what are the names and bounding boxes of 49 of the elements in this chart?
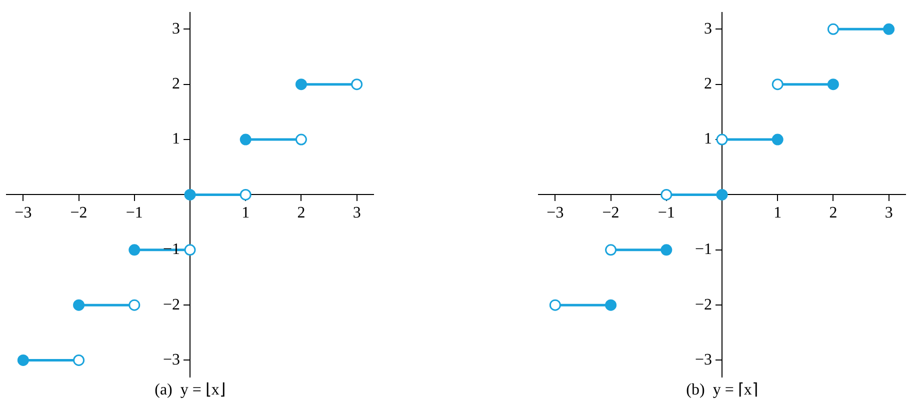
point [128, 299, 140, 311]
x-tick-label: −3 [546, 204, 564, 222]
point [73, 299, 85, 311]
point [660, 188, 672, 200]
x-tick-label: 1 [242, 204, 250, 222]
y-tick-label: −2 [162, 296, 180, 314]
point [660, 244, 672, 256]
x-tick-label: 2 [829, 204, 838, 222]
point [605, 299, 617, 311]
y-tick-label: 1 [704, 130, 712, 148]
point [184, 244, 196, 256]
point [351, 78, 363, 90]
point [73, 354, 85, 366]
text: (a) y = ⌊x⌋ [154, 382, 226, 399]
y-tick-label: −2 [694, 296, 712, 314]
x-tick-label: −2 [70, 204, 88, 222]
x-tick-label: −1 [658, 204, 675, 222]
x-tick-label: −2 [602, 204, 620, 222]
text: (b) y = ⌈x⌉ [686, 382, 758, 399]
y-tick-label: 3 [704, 20, 712, 38]
point [128, 244, 140, 256]
y-tick-label: 3 [172, 20, 180, 38]
point [184, 188, 196, 200]
point [295, 134, 307, 146]
point [295, 78, 307, 90]
point [772, 78, 784, 90]
point [772, 134, 784, 146]
x-tick-label: 3 [884, 204, 893, 222]
point [240, 134, 252, 146]
y-tick-label: −1 [694, 241, 712, 258]
x-tick-label: 2 [297, 204, 306, 222]
point [827, 23, 839, 35]
point [605, 244, 617, 256]
x-tick-label: 1 [774, 204, 782, 222]
y-tick-label: 1 [172, 130, 180, 148]
x-tick-label: 3 [352, 204, 361, 222]
point [716, 188, 728, 200]
point [17, 354, 29, 366]
y-tick-label: −3 [162, 351, 180, 368]
point [549, 299, 561, 311]
y-tick-label: 2 [172, 76, 180, 93]
point [883, 23, 895, 35]
point [716, 134, 728, 146]
x-tick-label: −1 [126, 204, 143, 222]
point [240, 188, 252, 200]
x-tick-label: −3 [14, 204, 32, 222]
y-tick-label: −3 [694, 351, 712, 368]
y-tick-label: 2 [704, 76, 712, 93]
point [827, 78, 839, 90]
